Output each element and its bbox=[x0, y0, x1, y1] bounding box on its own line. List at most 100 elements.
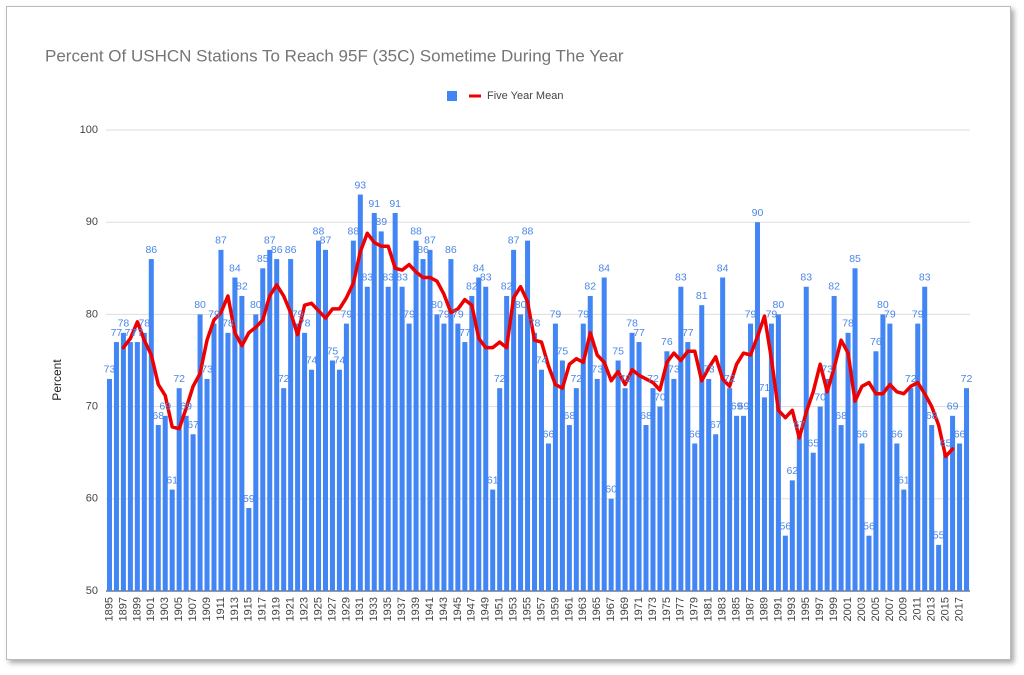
bar bbox=[761, 397, 767, 591]
x-tick-label: 1963 bbox=[577, 597, 589, 621]
bar bbox=[218, 249, 224, 592]
bar bbox=[350, 240, 356, 591]
bar bbox=[810, 452, 816, 591]
bar bbox=[399, 286, 405, 591]
bar bbox=[420, 259, 426, 591]
data-label: 72 bbox=[647, 373, 659, 385]
bar bbox=[957, 443, 963, 591]
data-label: 78 bbox=[138, 318, 150, 330]
data-label: 79 bbox=[208, 308, 220, 320]
y-tick-label: 80 bbox=[86, 308, 98, 320]
bar bbox=[316, 240, 322, 591]
bar bbox=[504, 295, 510, 591]
x-tick-label: 1997 bbox=[814, 597, 826, 621]
data-label: 88 bbox=[313, 225, 325, 237]
data-label: 80 bbox=[194, 299, 206, 311]
bar bbox=[225, 332, 231, 591]
x-tick-label: 1969 bbox=[619, 597, 631, 621]
data-label: 79 bbox=[745, 308, 757, 320]
data-label: 82 bbox=[466, 281, 478, 293]
bar bbox=[587, 295, 593, 591]
bar bbox=[113, 342, 119, 591]
data-label: 82 bbox=[584, 281, 596, 293]
bar bbox=[427, 249, 433, 592]
data-label: 91 bbox=[389, 198, 401, 210]
x-tick-label: 1941 bbox=[424, 597, 436, 621]
data-label: 69 bbox=[738, 401, 750, 413]
bar bbox=[929, 425, 935, 591]
data-label: 77 bbox=[111, 327, 123, 339]
data-label: 79 bbox=[438, 308, 450, 320]
data-label: 83 bbox=[919, 272, 931, 284]
data-label: 78 bbox=[118, 318, 130, 330]
data-label: 72 bbox=[961, 373, 973, 385]
data-label: 79 bbox=[341, 308, 353, 320]
data-label: 77 bbox=[132, 327, 144, 339]
bar bbox=[754, 222, 760, 591]
bar bbox=[873, 351, 879, 591]
data-label: 61 bbox=[487, 474, 499, 486]
x-tick-label: 1985 bbox=[730, 597, 742, 621]
line bbox=[121, 231, 955, 459]
bar bbox=[267, 249, 273, 592]
data-label: 66 bbox=[856, 428, 868, 440]
data-label: 72 bbox=[278, 373, 290, 385]
bar bbox=[155, 425, 161, 591]
bar bbox=[775, 314, 781, 591]
x-tick-label: 1933 bbox=[368, 597, 380, 621]
bar bbox=[462, 342, 468, 591]
bar bbox=[852, 268, 858, 591]
bar bbox=[685, 342, 691, 591]
x-tick-label: 2003 bbox=[856, 597, 868, 621]
bar bbox=[678, 286, 684, 591]
x-tick-label: 1973 bbox=[647, 597, 659, 621]
bar bbox=[525, 240, 531, 591]
data-label: 56 bbox=[863, 520, 875, 532]
bar bbox=[295, 323, 301, 591]
data-label: 73 bbox=[821, 364, 833, 376]
data-label: 69 bbox=[180, 401, 192, 413]
bar bbox=[253, 314, 259, 591]
data-label: 70 bbox=[814, 391, 826, 403]
bar bbox=[274, 259, 280, 591]
data-label: 72 bbox=[905, 373, 917, 385]
x-tick-label: 1937 bbox=[396, 597, 408, 621]
data-label: 78 bbox=[222, 318, 234, 330]
x-tick-label: 2015 bbox=[940, 597, 952, 621]
bar bbox=[281, 388, 287, 591]
x-tick-label: 2001 bbox=[842, 597, 854, 621]
data-label: 87 bbox=[264, 235, 276, 247]
bar bbox=[232, 277, 238, 591]
x-tick-label: 1929 bbox=[340, 597, 352, 621]
x-tick-label: 1917 bbox=[257, 597, 269, 621]
bar bbox=[190, 434, 196, 591]
bar bbox=[476, 277, 482, 591]
data-label: 73 bbox=[104, 364, 116, 376]
x-tick-label: 1903 bbox=[159, 597, 171, 621]
bar bbox=[894, 443, 900, 591]
bar bbox=[789, 480, 795, 591]
bar bbox=[371, 212, 377, 592]
bar bbox=[211, 323, 217, 591]
bar bbox=[288, 259, 294, 591]
x-tick-label: 1909 bbox=[201, 597, 213, 621]
x-tick-label: 2017 bbox=[953, 597, 965, 621]
x-tick-label: 1979 bbox=[689, 597, 701, 621]
x-tick-label: 1899 bbox=[131, 597, 143, 621]
x-tick-label: 1971 bbox=[633, 597, 645, 621]
data-label: 79 bbox=[452, 308, 464, 320]
bar bbox=[741, 415, 747, 591]
data-label: 68 bbox=[926, 410, 938, 422]
bar bbox=[943, 452, 949, 591]
data-label: 67 bbox=[187, 419, 199, 431]
data-label: 61 bbox=[166, 474, 178, 486]
data-label: 87 bbox=[215, 235, 227, 247]
data-label: 72 bbox=[619, 373, 631, 385]
bar bbox=[866, 535, 872, 591]
data-label: 71 bbox=[759, 382, 771, 394]
bar bbox=[915, 323, 921, 591]
bar bbox=[768, 323, 774, 591]
bar bbox=[782, 535, 788, 591]
x-tick-label: 1993 bbox=[786, 597, 798, 621]
bar bbox=[734, 415, 740, 591]
